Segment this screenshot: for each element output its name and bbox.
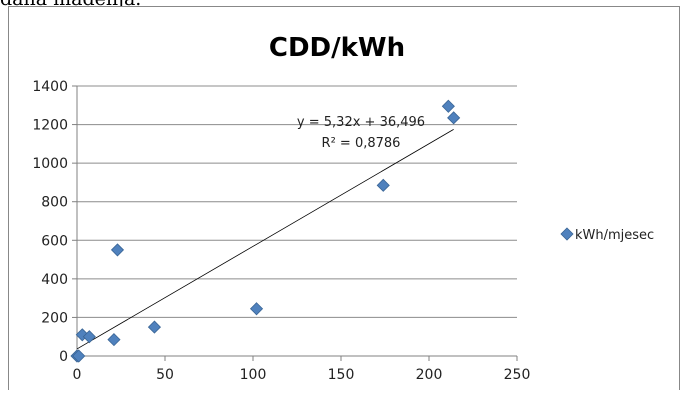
y-tick-label-0: 0 — [59, 349, 68, 365]
data-point-10 — [447, 111, 461, 125]
chart-frame — [8, 6, 680, 390]
legend-label: kWh/mjesec — [575, 228, 654, 243]
data-point-6 — [147, 320, 162, 334]
x-tick-label-50: 50 — [156, 367, 174, 383]
data-point-2 — [75, 328, 89, 342]
data-point-4 — [107, 333, 121, 347]
data-point-9 — [441, 99, 455, 113]
data-point-3 — [82, 330, 96, 344]
data-points — [70, 99, 461, 363]
legend-marker-diamond — [560, 227, 574, 241]
data-point-7 — [249, 302, 264, 316]
y-tick-label-400: 400 — [41, 272, 68, 288]
x-tick-label-250: 250 — [504, 367, 531, 383]
trendline — [76, 129, 454, 350]
y-tick-label-600: 600 — [41, 233, 68, 249]
trendline-r2: R² = 0,8786 — [322, 136, 401, 151]
x-tick-label-150: 150 — [328, 367, 355, 383]
y-tick-label-1000: 1000 — [32, 156, 68, 172]
data-point-8 — [376, 178, 390, 192]
x-tick-label-100: 100 — [240, 367, 267, 383]
legend: kWh/mjesec — [560, 227, 654, 243]
y-tick-label-200: 200 — [41, 310, 68, 326]
data-point-5 — [110, 243, 125, 257]
y-tick-label-1200: 1200 — [32, 118, 68, 134]
trendline-group — [76, 129, 454, 350]
caption-fragment: dana mađenja. — [0, 0, 141, 10]
y-tick-label-1400: 1400 — [32, 79, 68, 95]
gridlines — [77, 85, 517, 318]
x-tick-label-200: 200 — [416, 367, 443, 383]
trendline-equation: y = 5,32x + 36,496 — [297, 115, 425, 130]
data-point-1 — [72, 349, 86, 363]
tick-labels: 0 200 400 600 800 1000 1200 1400 0 50 100 150 200 250 — [32, 79, 530, 383]
chart-title: CDD/kWh — [269, 33, 405, 63]
axes — [72, 85, 518, 361]
x-tick-label-0: 0 — [73, 367, 82, 383]
y-tick-label-800: 800 — [41, 195, 68, 211]
